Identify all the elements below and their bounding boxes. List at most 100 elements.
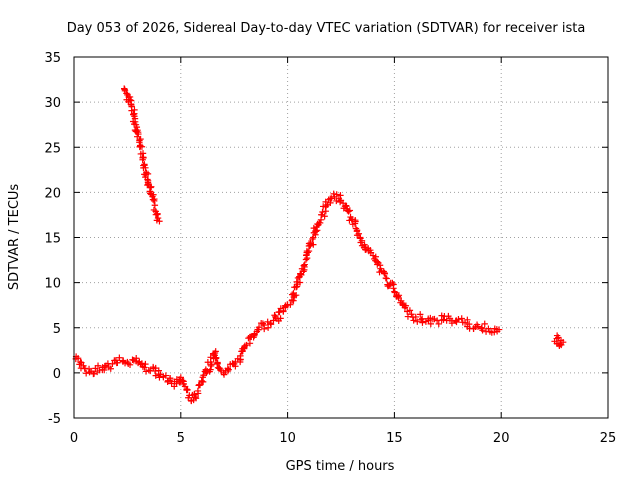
data-point (414, 318, 421, 325)
data-point (152, 372, 159, 379)
data-point (328, 195, 335, 202)
data-point (355, 230, 363, 237)
data-point (559, 338, 567, 346)
axis-ticks: 0 5 10 15 20 25 -5 0 5 10 15 20 25 30 35 (44, 51, 616, 446)
data-point (166, 375, 174, 382)
data-point (107, 365, 114, 372)
data-point (387, 279, 394, 287)
data-point (179, 377, 186, 384)
data-point (440, 316, 447, 323)
data-point (342, 202, 350, 209)
y-tick-label: -5 (48, 412, 61, 427)
data-point (381, 270, 389, 277)
data-point (224, 365, 231, 372)
data-point (121, 86, 128, 93)
data-point (207, 366, 214, 373)
data-point (82, 370, 90, 377)
data-point (156, 218, 163, 225)
chart-title: Day 053 of 2026, Sidereal Day-to-day VTE… (67, 21, 586, 36)
data-point (309, 235, 316, 243)
x-tick-label: 20 (493, 431, 510, 446)
data-point (94, 362, 102, 369)
data-point (264, 318, 271, 326)
x-tick-label: 0 (70, 431, 78, 446)
data-point (142, 171, 149, 178)
data-point (372, 253, 379, 260)
data-point (296, 279, 304, 286)
data-point (114, 359, 121, 366)
data-point (300, 268, 307, 275)
y-tick-label: 10 (44, 277, 61, 292)
data-point (292, 283, 300, 291)
plot-frame (73, 56, 609, 419)
data-point (246, 340, 254, 347)
data-point (154, 211, 161, 218)
data-point (464, 316, 471, 323)
y-tick-label: 35 (44, 51, 61, 66)
data-point (138, 360, 146, 367)
data-point (145, 366, 152, 374)
data-point (162, 372, 170, 379)
y-tick-label: 5 (53, 322, 61, 337)
data-point (243, 341, 250, 349)
data-point (261, 325, 268, 333)
data-point (357, 239, 364, 246)
data-point (212, 348, 219, 355)
data-point (310, 224, 318, 232)
data-point (220, 371, 228, 378)
data-point (427, 320, 434, 328)
y-tick-label: 25 (44, 141, 61, 156)
data-point (304, 249, 312, 256)
data-point (294, 274, 302, 282)
data-point (301, 261, 308, 268)
data-point (199, 374, 206, 381)
x-tick-label: 5 (177, 431, 185, 446)
data-point (275, 309, 282, 316)
y-tick-label: 30 (44, 96, 61, 111)
data-point (292, 291, 300, 299)
data-point (212, 355, 219, 362)
data-point (349, 216, 356, 223)
data-point (271, 312, 278, 319)
data-point (196, 381, 204, 389)
data-point (417, 311, 424, 318)
data-point (139, 156, 146, 163)
y-tick-label: 20 (44, 186, 61, 201)
data-point (147, 184, 154, 191)
data-point (346, 207, 354, 214)
data-point (194, 387, 202, 395)
data-point (406, 307, 414, 314)
data-point (192, 395, 200, 402)
data-point (395, 292, 403, 299)
data-point (391, 289, 399, 296)
data-point (126, 361, 134, 369)
data-point (287, 301, 294, 308)
data-point (126, 96, 134, 104)
data-point (321, 213, 328, 220)
data-point (127, 100, 135, 108)
data-point (481, 320, 488, 328)
data-point (435, 320, 442, 328)
data-point (255, 324, 263, 331)
data-point (78, 359, 85, 366)
data-point (313, 227, 321, 234)
data-point (318, 211, 325, 218)
data-point (142, 164, 149, 172)
x-tick-label: 15 (386, 431, 403, 446)
data-point (150, 197, 158, 205)
data-point (237, 352, 244, 360)
data-point (116, 354, 123, 361)
data-point (383, 275, 390, 282)
y-tick-label: 15 (44, 232, 61, 247)
data-point (351, 220, 359, 227)
data-point (184, 386, 191, 394)
data-point (142, 360, 149, 368)
data-point (147, 190, 154, 197)
data-point (280, 307, 287, 315)
data-point (134, 133, 141, 140)
data-point (134, 128, 142, 136)
data-point (410, 317, 417, 324)
grid (74, 57, 608, 418)
data-point (458, 315, 465, 322)
